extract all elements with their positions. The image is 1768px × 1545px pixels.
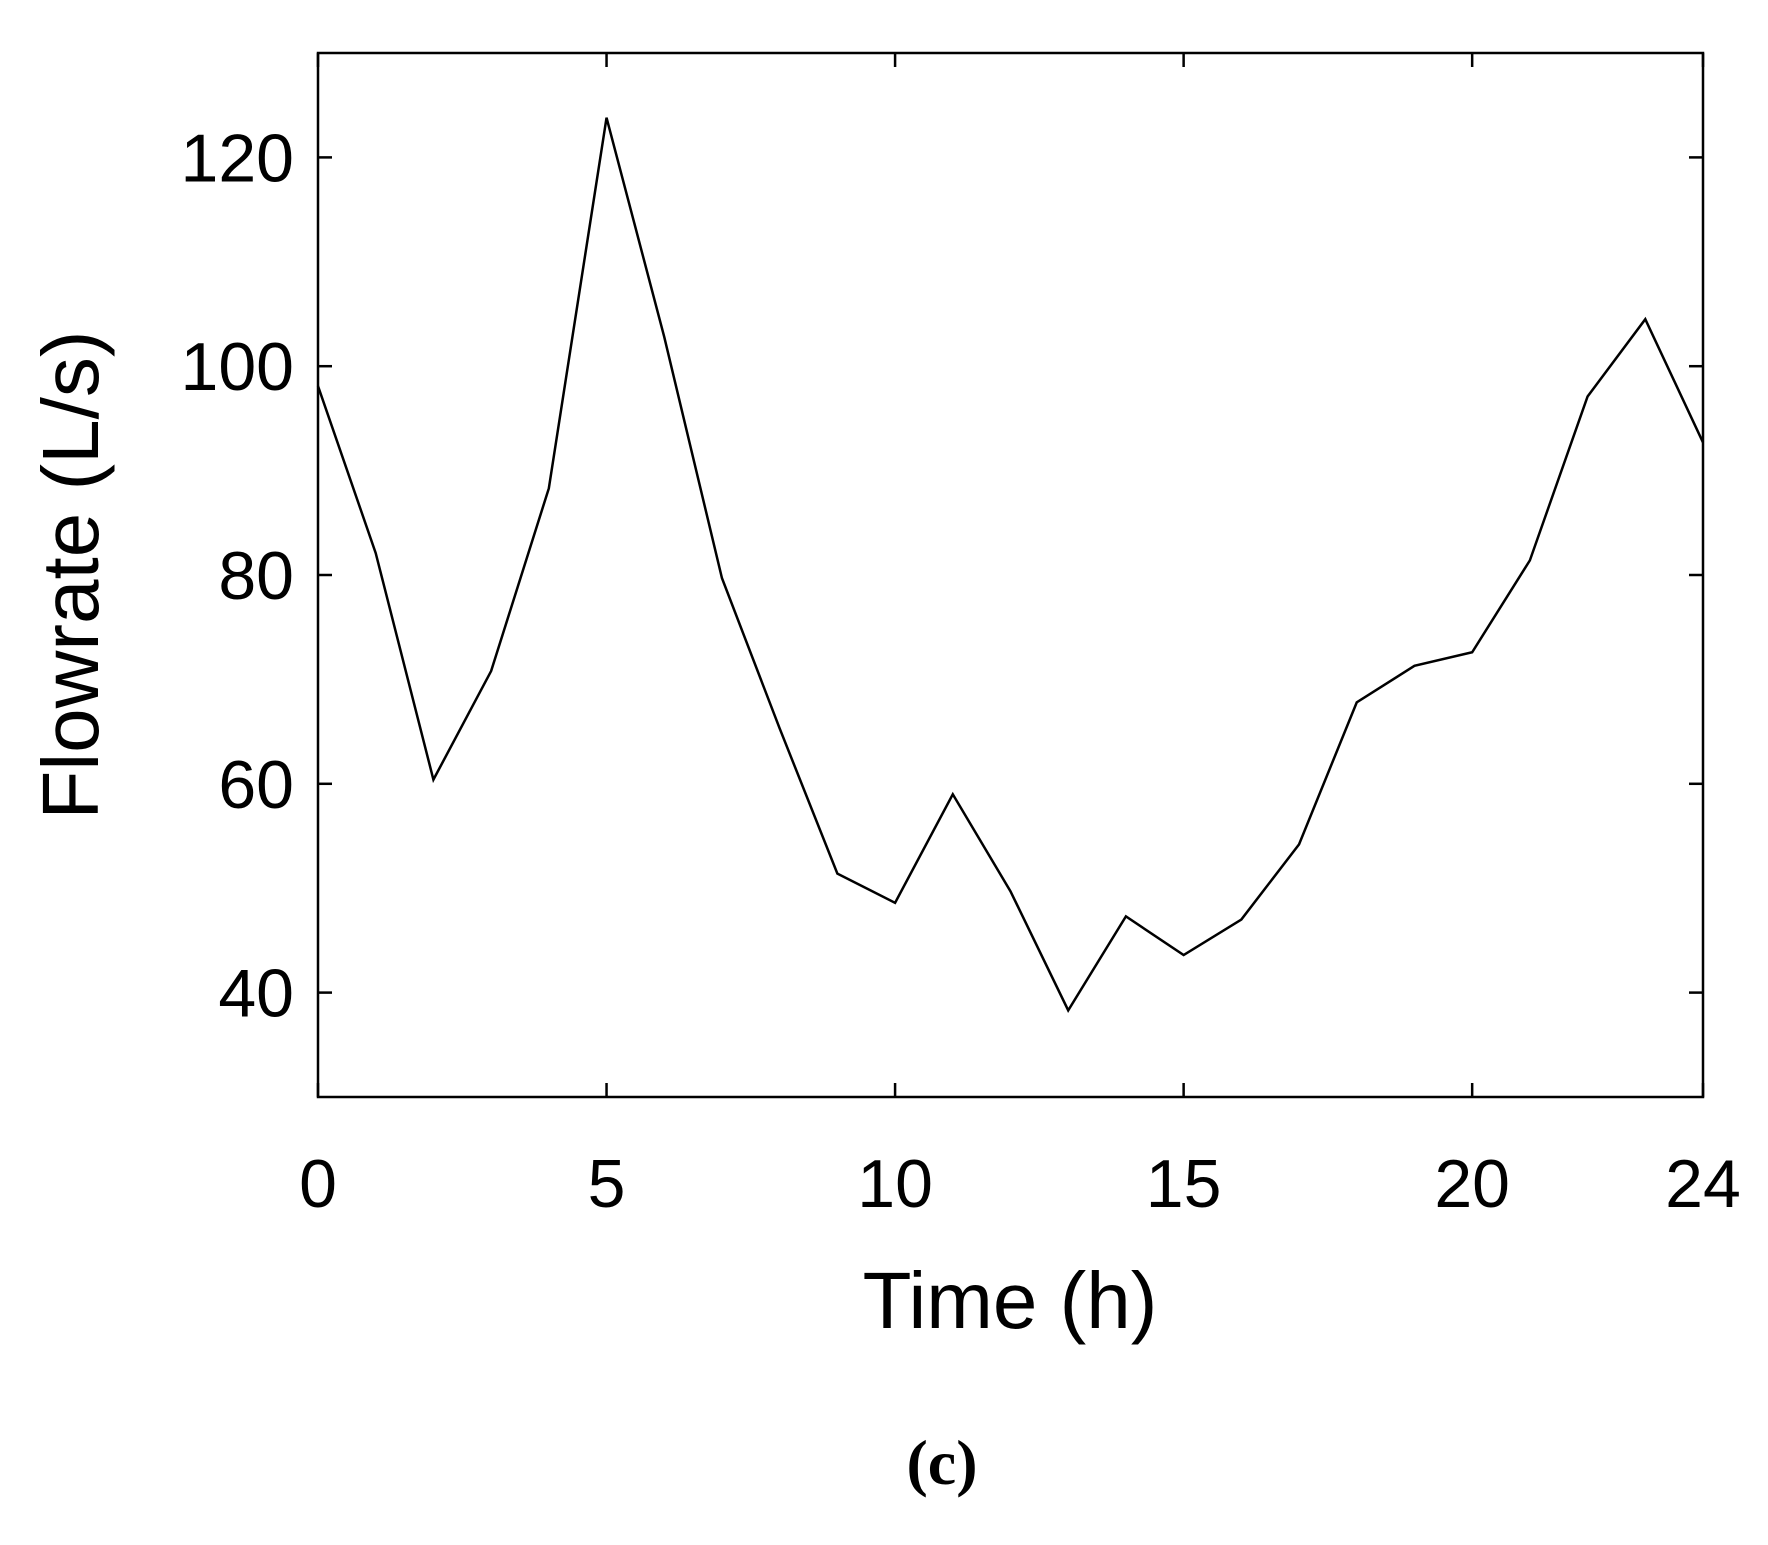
y-tick-label: 120 (181, 120, 294, 196)
x-tick-label: 24 (1665, 1146, 1741, 1222)
y-tick-label: 100 (181, 329, 294, 405)
x-tick-label: 10 (857, 1146, 933, 1222)
y-tick-label: 80 (218, 538, 294, 614)
x-tick-label: 20 (1434, 1146, 1510, 1222)
x-tick-label: 0 (299, 1146, 337, 1222)
x-axis-title: Time (h) (863, 1256, 1158, 1345)
x-tick-label: 5 (588, 1146, 626, 1222)
caption: (c) (906, 1427, 977, 1498)
y-tick-label: 40 (218, 956, 294, 1032)
x-tick-label: 15 (1146, 1146, 1222, 1222)
y-axis-title: Flowrate (L/s) (26, 331, 115, 820)
plot-frame (316, 51, 1705, 1099)
data-line (316, 117, 1705, 1013)
y-tick-label: 60 (218, 747, 294, 823)
